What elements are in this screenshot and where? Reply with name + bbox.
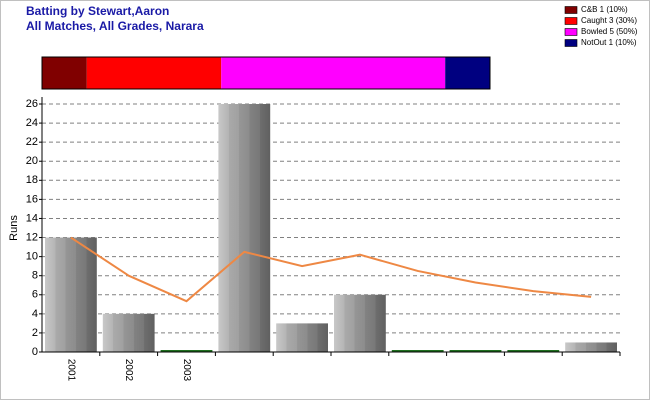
y-tick-label: 24 — [26, 117, 38, 129]
y-tick-label: 2 — [32, 327, 38, 339]
bar — [218, 104, 271, 352]
bar — [391, 350, 444, 352]
y-tick-label: 4 — [32, 308, 38, 320]
legend-label: Caught 3 (30%) — [581, 16, 637, 25]
bar — [565, 342, 617, 352]
legend-label: C&B 1 (10%) — [581, 5, 628, 14]
y-tick-label: 14 — [26, 212, 38, 224]
bar — [507, 350, 560, 352]
y-tick-label: 10 — [26, 251, 38, 263]
stack-segment — [445, 57, 490, 89]
bar — [334, 294, 386, 352]
y-tick-label: 22 — [26, 136, 38, 148]
y-tick-label: 18 — [26, 174, 38, 186]
legend-swatch — [564, 39, 578, 47]
y-tick-label: 8 — [32, 270, 38, 282]
legend-label: Bowled 5 (50%) — [581, 27, 638, 36]
stack-segment — [221, 57, 446, 89]
y-tick-label: 20 — [26, 155, 38, 167]
legend-swatch — [564, 28, 578, 36]
stack-segment — [42, 57, 87, 89]
line — [70, 236, 592, 303]
bar — [102, 313, 155, 352]
chart-subtitle: All Matches, All Grades, Narara — [26, 19, 204, 33]
stack-outline — [41, 56, 491, 90]
y-tick-label: 12 — [26, 231, 38, 243]
y-axis-label: Runs — [8, 215, 20, 241]
y-tick-label: 16 — [26, 193, 38, 205]
y-tick-label: 26 — [26, 98, 38, 110]
stack-segment — [86, 57, 222, 89]
bar — [45, 237, 97, 352]
x-tick-label: 2002 — [123, 359, 134, 382]
y-tick-label: 6 — [32, 289, 38, 301]
x-tick-label: 2001 — [65, 359, 76, 382]
legend-swatch — [564, 6, 578, 14]
chart-title: Batting by Stewart,Aaron — [26, 4, 169, 18]
x-tick-label: 2003 — [181, 359, 192, 382]
bar — [160, 350, 213, 352]
legend-label: NotOut 1 (10%) — [581, 38, 637, 47]
y-tick-label: 0 — [32, 346, 38, 358]
bar — [276, 323, 328, 352]
legend-swatch — [564, 17, 578, 25]
bar — [449, 350, 502, 352]
